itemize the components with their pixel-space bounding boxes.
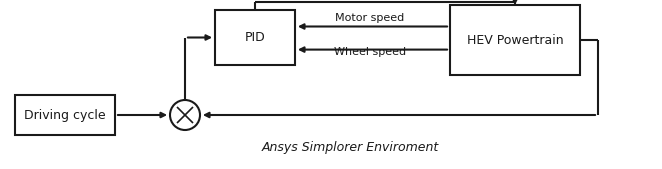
Text: Ansys Simplorer Enviroment: Ansys Simplorer Enviroment (261, 141, 439, 154)
Bar (15, 95, 115, 135)
Text: Wheel speed: Wheel speed (334, 47, 406, 57)
Text: Motor speed: Motor speed (336, 13, 404, 23)
Bar (215, 10, 295, 65)
Text: HEV Powertrain: HEV Powertrain (467, 33, 563, 46)
Text: Driving cycle: Driving cycle (24, 108, 106, 122)
Circle shape (170, 100, 200, 130)
Text: PID: PID (245, 31, 265, 44)
Bar (450, 5, 580, 75)
